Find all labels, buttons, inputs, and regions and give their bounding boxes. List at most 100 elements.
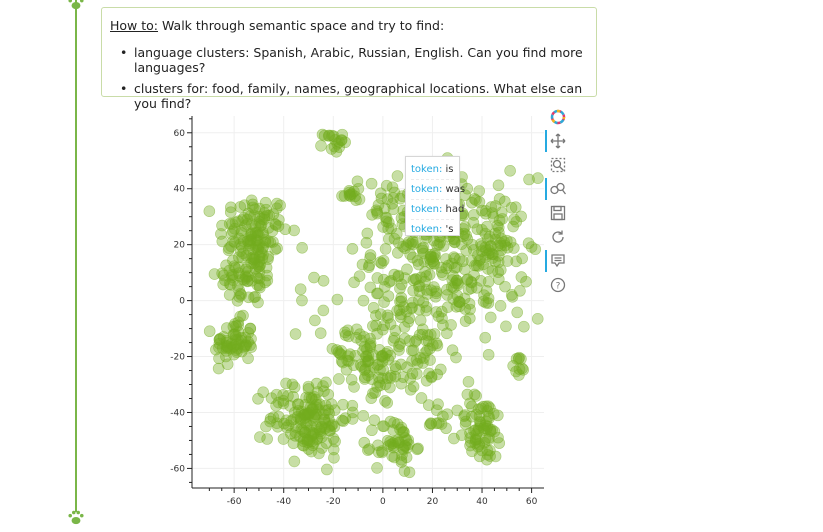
plot-canvas[interactable]: -60 -40 -20 0 20 40 60 -60 -40 -20 0 20 40 60 bbox=[160, 108, 560, 508]
scatter-point bbox=[256, 252, 269, 265]
tooltip-row: token: is bbox=[411, 160, 454, 180]
scatter-point bbox=[269, 243, 281, 256]
instructions-box: How to: Walk through semantic space and … bbox=[101, 7, 597, 111]
scatter-point bbox=[302, 380, 315, 393]
scatter-point bbox=[420, 374, 433, 387]
scatter-point bbox=[249, 226, 262, 239]
bokeh-logo-icon[interactable] bbox=[549, 108, 567, 126]
scatter-point bbox=[302, 383, 315, 395]
howto-label: How to: bbox=[110, 18, 159, 33]
scatter-point bbox=[220, 342, 233, 354]
scatter-point bbox=[377, 420, 389, 432]
scatter-point bbox=[223, 278, 236, 290]
scatter-point bbox=[277, 397, 290, 410]
scatter-point bbox=[245, 333, 257, 345]
scatter-point bbox=[285, 415, 298, 427]
scatter-point bbox=[254, 281, 266, 294]
scatter-point bbox=[477, 422, 490, 434]
hover-icon[interactable] bbox=[545, 250, 567, 272]
reset-icon[interactable] bbox=[549, 228, 567, 246]
scatter-point bbox=[425, 284, 437, 297]
scatter-point bbox=[388, 416, 400, 429]
help-icon[interactable]: ? bbox=[549, 276, 567, 294]
scatter-point bbox=[325, 398, 338, 410]
scatter-point bbox=[404, 372, 417, 385]
y-tick-label: 20 bbox=[174, 241, 186, 251]
scatter-point bbox=[356, 258, 369, 271]
scatter-point bbox=[382, 312, 394, 324]
scatter-point bbox=[418, 352, 430, 364]
scatter-point bbox=[413, 303, 426, 316]
scatter-point bbox=[235, 224, 248, 237]
scatter-point bbox=[447, 281, 460, 294]
scatter-point bbox=[485, 240, 497, 253]
scatter-point bbox=[259, 234, 272, 246]
scatter-point bbox=[461, 388, 474, 401]
scatter-point bbox=[492, 179, 505, 192]
x-tick-label: 20 bbox=[427, 497, 439, 507]
scatter-point bbox=[410, 236, 422, 249]
scatter-point bbox=[397, 240, 409, 253]
scatter-point bbox=[252, 296, 264, 309]
pan-icon[interactable] bbox=[545, 130, 567, 152]
scatter-point bbox=[427, 339, 439, 351]
y-tick-label: 40 bbox=[174, 185, 186, 195]
scatter-point bbox=[231, 334, 244, 346]
scatter-point bbox=[214, 332, 227, 345]
scatter-point bbox=[417, 357, 429, 369]
scatter-point bbox=[476, 224, 488, 236]
scatter-point bbox=[247, 251, 260, 264]
scatter-plot[interactable]: -60 -40 -20 0 20 40 60 -60 -40 -20 0 20 40 60 bbox=[160, 108, 560, 508]
scatter-point bbox=[464, 397, 476, 410]
scatter-point bbox=[499, 280, 511, 293]
scatter-point bbox=[367, 320, 379, 332]
scatter-point bbox=[331, 293, 344, 306]
scatter-point bbox=[515, 271, 528, 283]
scatter-point bbox=[500, 320, 512, 333]
scatter-point bbox=[456, 255, 469, 268]
scatter-point bbox=[483, 230, 496, 243]
scatter-point bbox=[272, 220, 285, 232]
scatter-point bbox=[261, 433, 273, 445]
box-zoom-icon[interactable] bbox=[549, 156, 567, 174]
scatter-point bbox=[320, 376, 332, 389]
scatter-point bbox=[455, 238, 468, 250]
scatter-point bbox=[228, 222, 241, 235]
wheel-zoom-icon[interactable] bbox=[545, 178, 567, 200]
scatter-point bbox=[322, 130, 335, 142]
scatter-point bbox=[241, 261, 253, 274]
scatter-point bbox=[227, 235, 240, 248]
scatter-point bbox=[277, 395, 289, 407]
y-tick-label: -40 bbox=[170, 408, 185, 418]
scatter-point bbox=[287, 437, 300, 450]
scatter-point bbox=[371, 462, 383, 474]
scatter-point bbox=[244, 339, 256, 351]
scatter-point bbox=[413, 285, 426, 298]
scatter-point bbox=[441, 301, 454, 313]
scatter-point bbox=[359, 371, 371, 384]
scatter-point bbox=[215, 228, 227, 240]
scatter-point bbox=[318, 385, 330, 397]
scatter-point bbox=[339, 326, 351, 339]
scatter-point bbox=[365, 177, 378, 190]
scatter-point bbox=[458, 292, 471, 305]
howto-line: How to: Walk through semantic space and … bbox=[110, 18, 588, 33]
scatter-point bbox=[327, 130, 340, 143]
scatter-point bbox=[370, 204, 383, 217]
scatter-point bbox=[385, 274, 397, 287]
scatter-point bbox=[410, 334, 423, 346]
scatter-point bbox=[287, 390, 299, 403]
scatter-point bbox=[459, 418, 472, 430]
scatter-point bbox=[411, 368, 423, 380]
scatter-point bbox=[339, 136, 351, 149]
save-icon[interactable] bbox=[549, 204, 567, 222]
scatter-point bbox=[321, 463, 333, 476]
scatter-point bbox=[504, 164, 516, 177]
scatter-point bbox=[294, 283, 307, 296]
scatter-point bbox=[386, 450, 398, 462]
scatter-point bbox=[407, 344, 420, 357]
scatter-point bbox=[495, 244, 507, 257]
scatter-point bbox=[473, 255, 486, 267]
scatter-point bbox=[357, 294, 370, 307]
scatter-point bbox=[309, 314, 321, 327]
